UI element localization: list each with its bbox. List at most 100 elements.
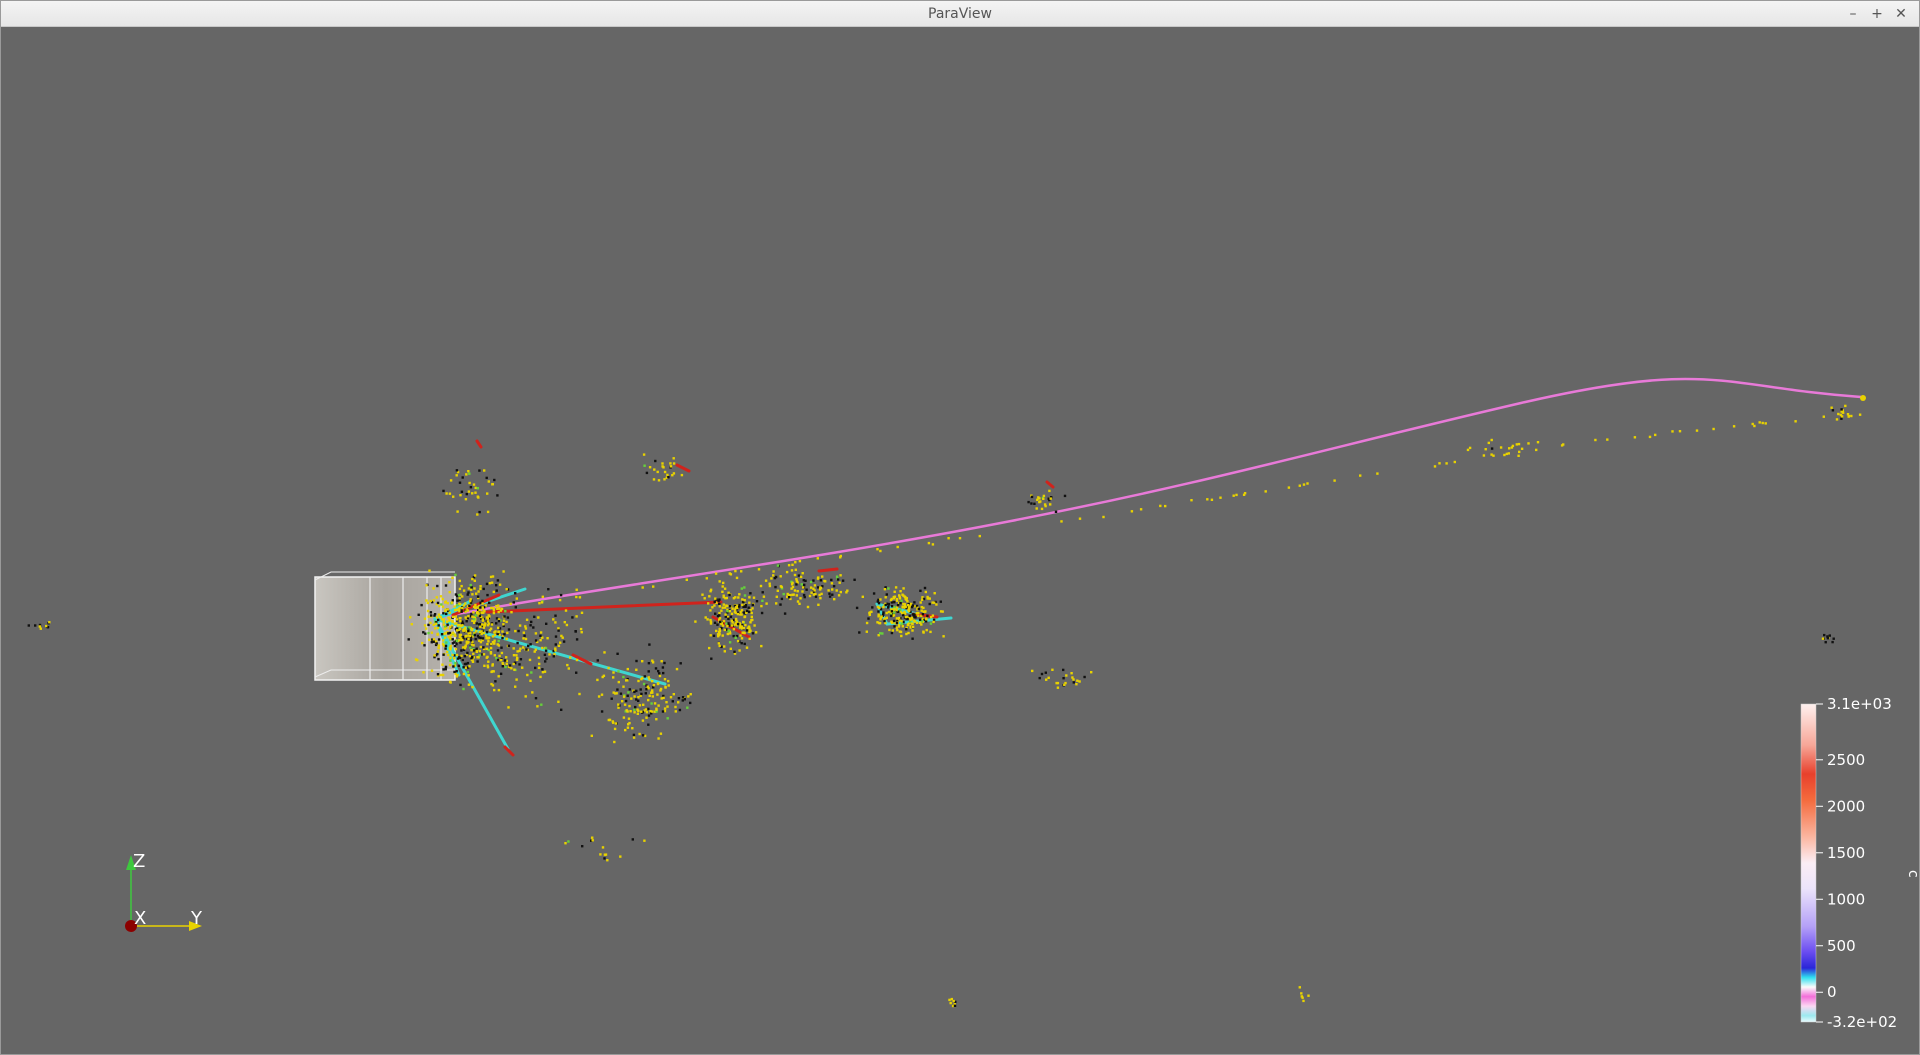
hit-point	[783, 612, 787, 615]
hit-point	[727, 617, 730, 620]
hit-point	[846, 589, 849, 592]
hit-point	[687, 695, 690, 698]
hit-point	[931, 614, 935, 617]
hit-point	[658, 674, 662, 678]
hit-point	[423, 624, 427, 627]
render-view[interactable]: Z X Y 3.1e+03 2500 2000 1500 1000 500 0 -3.2e+0…	[1, 27, 1919, 1054]
hit-point	[554, 643, 557, 646]
hit-point	[818, 593, 821, 597]
hit-point	[797, 574, 801, 577]
hit-point	[1302, 999, 1305, 1003]
hit-point	[640, 692, 643, 696]
hit-point	[468, 604, 471, 607]
hit-point	[890, 620, 893, 623]
hit-point	[502, 663, 505, 666]
hit-point	[735, 576, 739, 580]
hit-point	[734, 596, 737, 599]
hit-point	[508, 664, 512, 667]
hit-point	[647, 707, 650, 711]
track-hit-point	[714, 572, 718, 575]
hit-point	[744, 623, 747, 627]
hit-point	[926, 614, 929, 617]
hit-point	[899, 601, 902, 605]
hit-point	[819, 579, 823, 582]
hit-point	[541, 668, 544, 671]
hit-point	[1070, 672, 1073, 675]
hit-point	[1037, 496, 1040, 499]
hit-point	[441, 642, 445, 645]
hit-point	[444, 668, 447, 671]
hit-point	[735, 621, 738, 625]
hit-point	[516, 641, 519, 645]
hit-point	[424, 627, 428, 630]
hit-point	[575, 638, 579, 641]
hit-point	[1062, 668, 1065, 672]
hit-point	[575, 671, 578, 674]
hit-point	[446, 608, 449, 611]
track-hit-point	[896, 545, 899, 549]
close-button[interactable]: ✕	[1895, 6, 1907, 22]
hit-point	[468, 665, 471, 668]
hit-point	[661, 666, 665, 669]
hit-point	[722, 581, 725, 585]
hit-point	[612, 676, 615, 679]
hit-point	[437, 618, 440, 622]
hit-point	[663, 470, 667, 474]
hit-point	[554, 635, 558, 638]
track-hit-point	[1376, 472, 1379, 475]
track-hit-point	[798, 559, 802, 563]
track-hit-point	[1535, 448, 1538, 452]
hit-point	[650, 712, 653, 715]
hit-point	[905, 628, 908, 631]
hit-point	[1065, 674, 1068, 677]
hit-point	[1030, 495, 1034, 499]
hit-point	[911, 629, 914, 632]
render-scene[interactable]: Z X Y 3.1e+0325002000150010005000-3.2e+0…	[1, 27, 1919, 1054]
hit-point	[841, 579, 845, 582]
hit-point	[884, 603, 887, 607]
hit-point	[633, 711, 636, 714]
hit-point	[830, 582, 834, 585]
hit-point	[748, 601, 751, 604]
minimize-button[interactable]: –	[1849, 6, 1857, 22]
hit-point	[466, 609, 470, 612]
hit-point	[1484, 448, 1487, 451]
hit-point	[635, 698, 638, 701]
hit-point	[516, 650, 519, 653]
hit-point	[887, 606, 890, 609]
hit-point	[464, 626, 467, 629]
hit-point	[893, 611, 896, 614]
hit-point	[500, 659, 503, 662]
hit-point	[591, 836, 594, 839]
title-bar[interactable]: ParaView – + ✕	[1, 1, 1919, 27]
hit-point	[789, 597, 792, 601]
hit-point	[496, 649, 500, 652]
hit-point	[748, 610, 751, 613]
hit-point	[638, 704, 642, 707]
hit-point	[925, 628, 928, 632]
hit-point	[941, 610, 944, 613]
hit-point	[492, 607, 495, 610]
hit-point	[746, 627, 750, 630]
hit-point	[630, 697, 633, 700]
hit-point	[540, 703, 543, 706]
track-hit-point	[558, 598, 562, 602]
hit-point	[507, 644, 511, 647]
hit-point	[476, 513, 479, 516]
hit-point	[732, 634, 735, 638]
hit-point	[492, 609, 496, 612]
hit-point	[751, 632, 755, 635]
hit-point	[909, 610, 912, 614]
hit-point	[791, 585, 795, 589]
hit-point	[482, 646, 485, 649]
hit-point	[440, 633, 444, 636]
hit-point	[505, 656, 508, 659]
hit-point	[812, 587, 815, 590]
maximize-button[interactable]: +	[1871, 6, 1883, 22]
hit-point	[467, 634, 470, 637]
hit-point	[751, 603, 754, 607]
hit-point	[772, 574, 775, 577]
hit-point	[456, 599, 459, 602]
hit-point	[458, 598, 461, 602]
hit-point	[486, 510, 490, 514]
